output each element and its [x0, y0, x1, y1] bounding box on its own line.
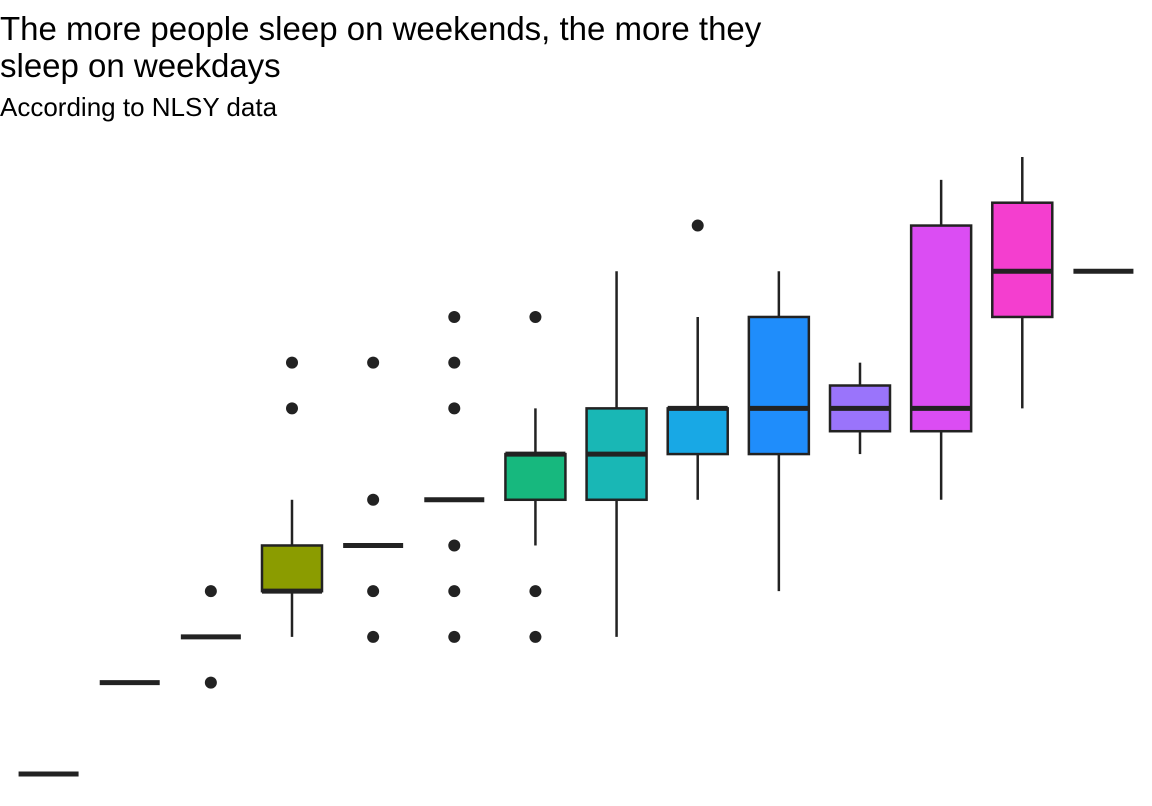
box: [909, 224, 973, 433]
box: [504, 452, 567, 502]
outlier-point: [367, 356, 380, 369]
outlier-point: [529, 630, 542, 643]
outlier-point: [448, 630, 461, 643]
outlier-point: [448, 402, 461, 415]
box: [747, 315, 811, 456]
outlier-point: [367, 630, 380, 643]
outlier-point: [448, 356, 461, 369]
outlier-point: [448, 539, 461, 552]
outlier-point: [204, 585, 217, 598]
chart-title: The more people sleep on weekends, the m…: [0, 10, 762, 84]
outlier-point: [286, 356, 298, 369]
outlier-point: [529, 585, 542, 598]
outlier-point: [448, 310, 461, 323]
outlier-point: [286, 402, 298, 415]
chart-subtitle: According to NLSY data: [0, 92, 278, 122]
outlier-point: [691, 219, 704, 232]
outlier-point: [367, 493, 380, 506]
box: [666, 407, 729, 456]
outlier-point: [367, 585, 380, 598]
outlier-point: [529, 310, 542, 323]
box: [991, 201, 1054, 319]
outlier-point: [448, 585, 461, 598]
title-block: The more people sleep on weekends, the m…: [0, 10, 1140, 122]
outlier-point: [204, 676, 217, 689]
box: [260, 544, 324, 593]
